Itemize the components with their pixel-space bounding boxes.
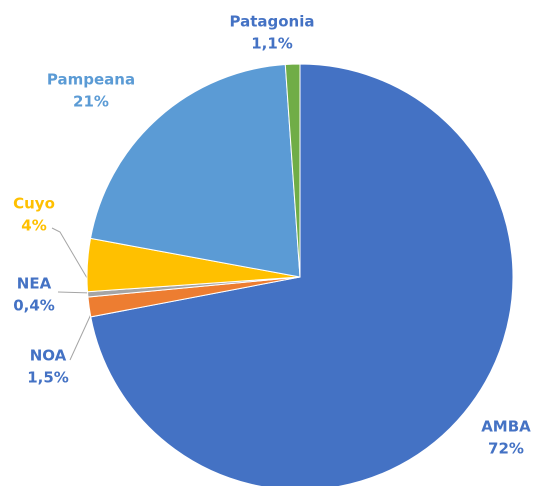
pie-slice: [90, 63, 514, 486]
slice-label: NEA: [17, 275, 52, 293]
slice-label: AMBA: [481, 418, 531, 436]
pie-slice: [284, 63, 301, 278]
slice-value-label: 1,5%: [27, 369, 69, 387]
leader-lines: [51, 227, 93, 361]
slice-value-label: 4%: [21, 217, 46, 235]
slice-label: Pampeana: [47, 71, 135, 89]
slice-label: Cuyo: [13, 195, 55, 213]
slice-value-label: 1,1%: [251, 35, 293, 53]
leader-line: [69, 311, 93, 361]
slice-label: NOA: [30, 347, 67, 365]
leader-line: [51, 227, 91, 284]
slice-label: Patagonia: [230, 13, 315, 31]
slice-value-label: 72%: [488, 440, 524, 458]
slice-value-label: 0,4%: [13, 297, 55, 315]
leader-line: [57, 291, 93, 294]
pie-slice: [89, 63, 301, 278]
slice-value-label: 21%: [73, 93, 109, 111]
